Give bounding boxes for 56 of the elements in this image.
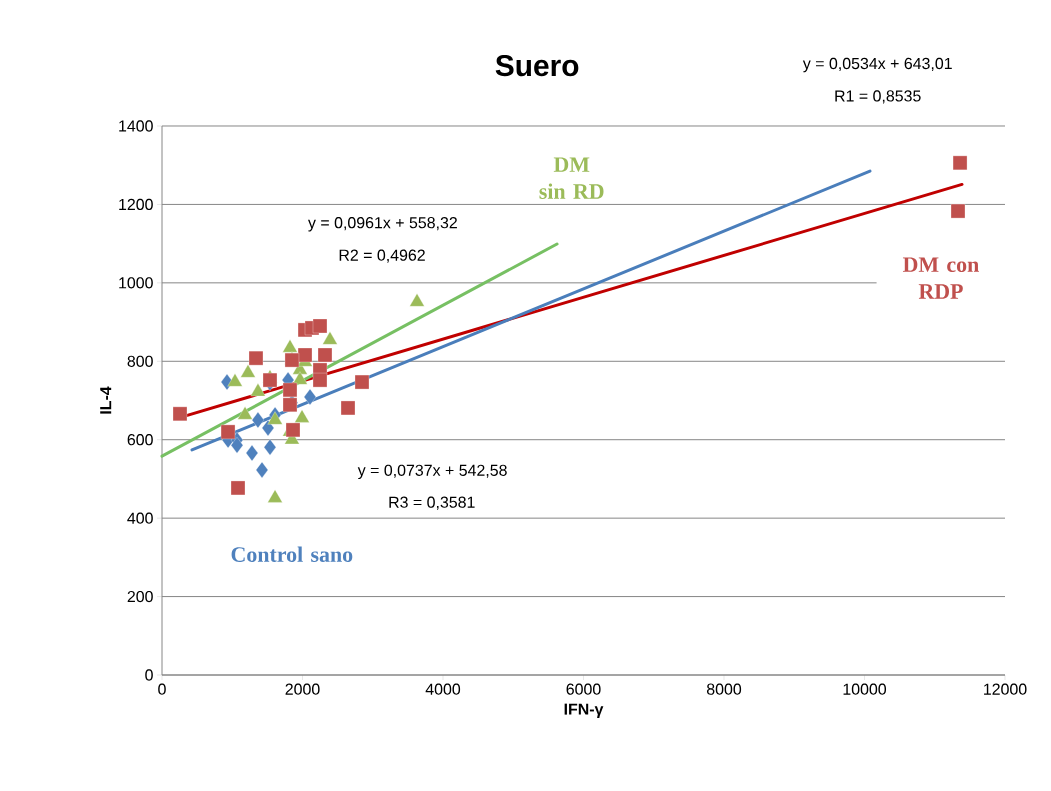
point (303, 388, 317, 406)
y-tick-label: 1400 (119, 120, 153, 132)
point (312, 372, 328, 388)
text: R1 = 0,8535 (835, 90, 921, 104)
annotation: y = 0,0737x + 542,58 (357, 464, 507, 480)
y-tick-label: 200 (127, 590, 153, 603)
point (282, 382, 298, 398)
point (267, 411, 283, 425)
point (230, 437, 244, 454)
text: DM sin RD (539, 157, 604, 199)
y-tick-label: 1200 (119, 198, 153, 211)
point (409, 293, 425, 307)
point (248, 350, 264, 366)
point (292, 371, 308, 385)
point (240, 364, 256, 378)
point (322, 331, 338, 345)
annotation: R3 = 0,3581 (389, 496, 475, 510)
point (340, 400, 356, 416)
point (263, 439, 277, 456)
point (255, 461, 269, 479)
x-tick-label: 10000 (843, 683, 887, 695)
point (251, 411, 265, 429)
annotation: R2 = 0,4962 (339, 249, 425, 263)
point (250, 383, 266, 397)
x-axis-title: IFN-γ (564, 703, 604, 718)
chart-title: Suero (495, 55, 579, 77)
point (220, 424, 236, 440)
point (317, 347, 333, 363)
point (354, 374, 370, 390)
point (294, 409, 310, 423)
point (237, 406, 253, 420)
point (282, 339, 298, 353)
point (952, 155, 968, 171)
y-tick-label: 600 (127, 434, 153, 446)
annotation: y = 0,0961x + 558,32 (308, 217, 457, 232)
y-tick-label: 0 (145, 669, 153, 681)
point (950, 203, 966, 219)
x-tick-label: 6000 (566, 683, 601, 695)
point (230, 480, 246, 496)
text: y = 0,0534x + 643,01 (802, 57, 952, 73)
x-tick-label: 0 (158, 683, 166, 695)
x-tick-label: 4000 (425, 683, 461, 695)
series-label: DM con RDP (902, 257, 979, 299)
x-tick-label: 8000 (706, 683, 742, 695)
point (172, 406, 188, 421)
x-tick-label: 2000 (285, 683, 320, 695)
point (267, 489, 283, 503)
y-tick-label: 400 (127, 512, 153, 524)
y-axis-title: IL-4 (100, 386, 112, 414)
point (312, 318, 328, 334)
point (245, 444, 259, 462)
y-tick-label: 1000 (119, 277, 153, 289)
point (227, 373, 243, 387)
x-tick-label: 12000 (984, 683, 1027, 695)
y-tick-label: 800 (127, 355, 153, 367)
text: Control sano (231, 546, 353, 562)
